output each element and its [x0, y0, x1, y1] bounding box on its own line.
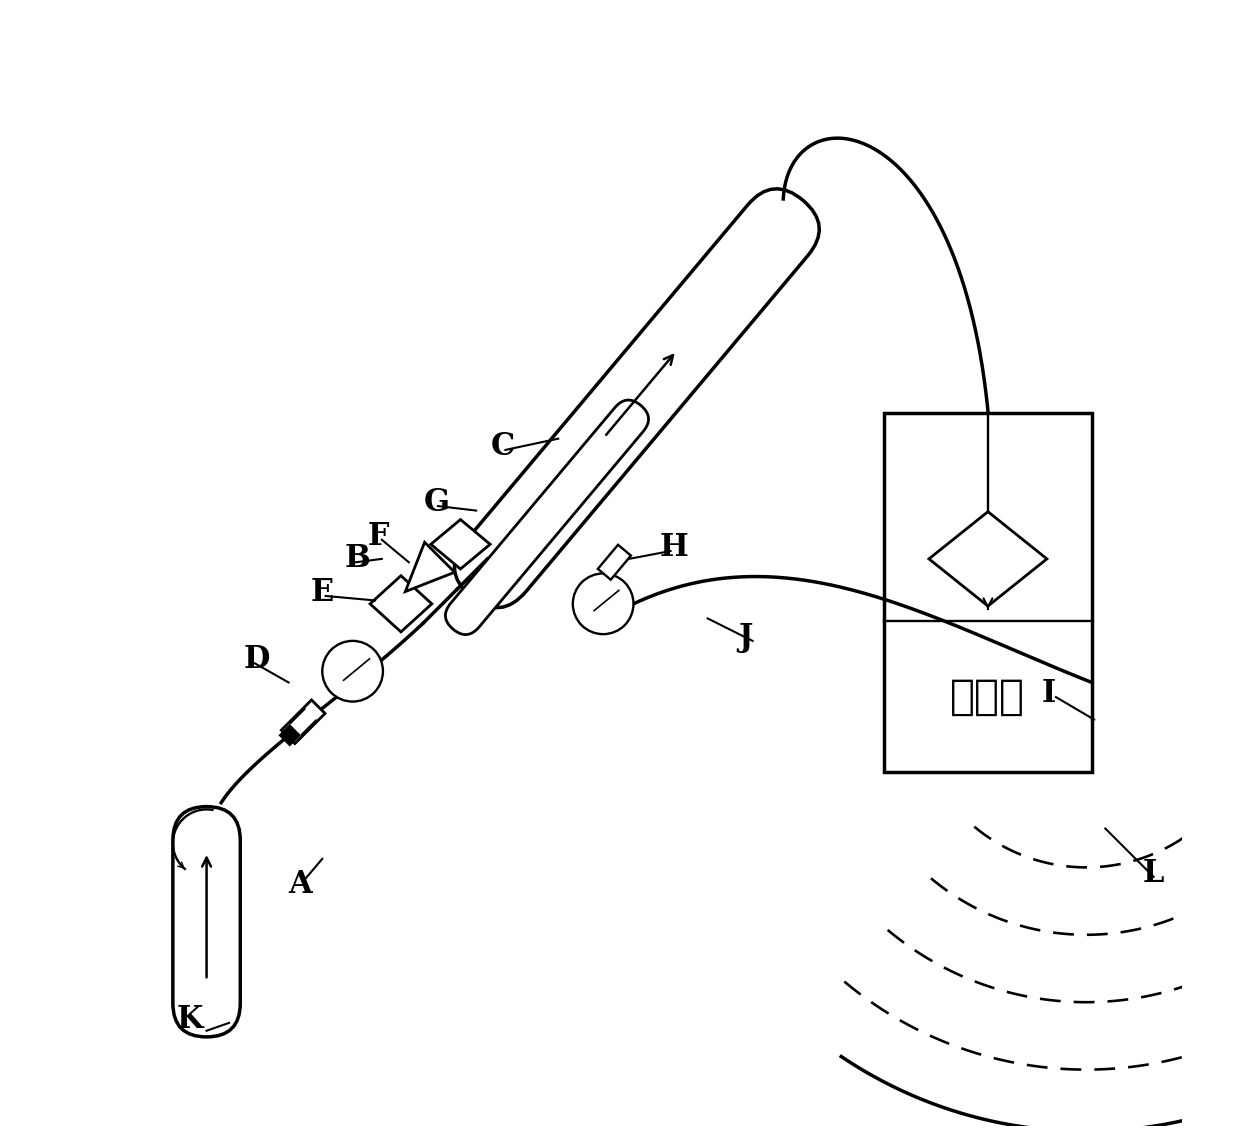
Bar	[598, 545, 631, 579]
Polygon shape	[929, 511, 1047, 606]
Polygon shape	[279, 725, 300, 745]
Text: J: J	[738, 622, 753, 653]
Bar	[884, 413, 1092, 772]
Text: E: E	[311, 577, 335, 609]
Text: K: K	[176, 1004, 202, 1035]
Circle shape	[573, 574, 634, 634]
Polygon shape	[370, 576, 432, 632]
Text: G: G	[423, 488, 449, 518]
Polygon shape	[405, 542, 455, 592]
Text: C: C	[491, 431, 515, 462]
Polygon shape	[430, 519, 490, 569]
Text: B: B	[345, 543, 371, 575]
FancyBboxPatch shape	[445, 400, 649, 634]
FancyBboxPatch shape	[172, 806, 241, 1036]
FancyBboxPatch shape	[454, 189, 820, 607]
Text: I: I	[1042, 679, 1055, 709]
Bar	[281, 700, 325, 744]
Text: A: A	[289, 869, 312, 900]
Text: D: D	[243, 645, 270, 675]
Text: H: H	[660, 532, 688, 563]
Text: F: F	[367, 520, 388, 552]
Text: 控制柜: 控制柜	[950, 676, 1025, 718]
Circle shape	[322, 641, 383, 701]
Text: L: L	[1142, 858, 1164, 889]
